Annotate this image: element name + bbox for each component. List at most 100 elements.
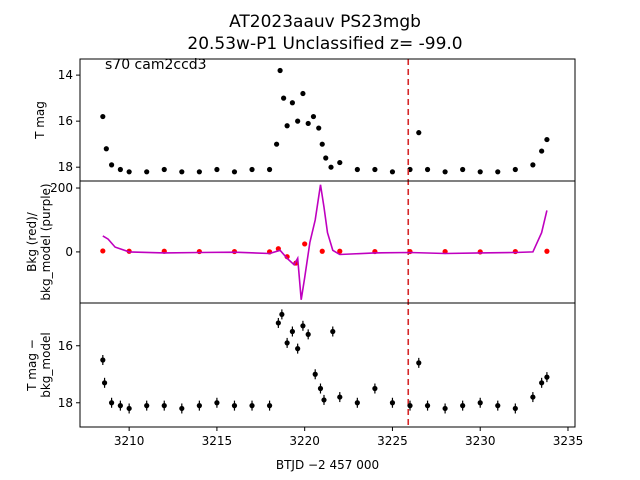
- chart-title-line2: 20.53w-P1 Unclassified z= -99.0: [187, 34, 462, 54]
- data-point: [305, 120, 311, 127]
- data-point: [407, 403, 413, 409]
- data-point: [161, 166, 167, 173]
- data-point: [101, 380, 108, 386]
- data-point: [275, 320, 281, 326]
- y-axis-label: T mag −: [25, 339, 39, 392]
- data-point: [161, 403, 167, 409]
- data-point: [389, 400, 396, 406]
- data-point: [495, 169, 501, 175]
- x-tick-label: 3220: [289, 434, 320, 448]
- y-tick-label: 16: [58, 339, 73, 353]
- data-point: [321, 397, 327, 403]
- data-point: [284, 123, 290, 129]
- y-axis-label: bkg_model (purple): [39, 183, 53, 300]
- x-axis-label: BTJD −2 457 000: [276, 458, 379, 472]
- data-point: [316, 125, 322, 131]
- data-point: [281, 95, 287, 101]
- y-axis-label: T mag: [33, 101, 47, 140]
- x-tick-label: 3230: [465, 434, 496, 448]
- data-point: [196, 403, 202, 409]
- data-point: [530, 162, 536, 168]
- bkg-point: [512, 248, 518, 255]
- data-point: [249, 403, 255, 409]
- chart-title-line1: AT2023aauv PS23mgb: [229, 12, 421, 32]
- data-point: [279, 311, 285, 318]
- data-point: [512, 166, 518, 173]
- data-point: [117, 166, 123, 173]
- x-tick-label: 3235: [553, 434, 584, 448]
- data-point: [108, 162, 115, 168]
- data-point: [372, 385, 378, 392]
- data-point: [100, 113, 106, 120]
- bkg-point: [337, 248, 343, 254]
- bkg-point: [544, 248, 550, 254]
- bkg-model-line: [102, 184, 548, 300]
- y-tick-label: 0: [65, 245, 73, 259]
- data-point: [266, 166, 273, 173]
- data-point: [300, 323, 306, 329]
- data-point: [323, 155, 329, 161]
- data-point: [354, 400, 360, 406]
- data-point: [477, 400, 483, 406]
- data-point: [310, 113, 317, 120]
- data-point: [317, 385, 324, 392]
- data-point: [196, 169, 202, 175]
- x-tick-label: 3225: [377, 434, 408, 448]
- data-point: [144, 169, 150, 175]
- x-tick-label: 3215: [202, 434, 233, 448]
- data-point: [460, 403, 466, 409]
- data-point: [354, 166, 360, 173]
- bkg-point: [100, 248, 106, 254]
- data-point: [277, 67, 283, 74]
- data-point: [477, 169, 483, 175]
- data-point: [424, 403, 431, 409]
- bkg-point: [196, 248, 202, 255]
- data-point: [126, 405, 132, 412]
- bkg-point: [407, 248, 413, 255]
- data-point: [214, 400, 220, 406]
- data-point: [231, 403, 238, 409]
- data-point: [179, 169, 185, 175]
- y-tick-label: 14: [58, 68, 73, 82]
- data-point: [289, 328, 295, 335]
- data-point: [103, 146, 109, 152]
- data-point: [300, 90, 306, 97]
- y-axis-label: bkg_model: [39, 332, 53, 398]
- panel-bottom: 16 18 3210 3215 3220 3225 3230 3235 BTJD −2 457 …: [25, 302, 584, 472]
- data-point: [530, 394, 536, 400]
- data-point: [266, 403, 273, 409]
- data-point: [249, 166, 255, 173]
- data-point: [337, 159, 343, 166]
- data-point: [442, 169, 448, 175]
- data-point: [416, 130, 422, 136]
- data-point: [319, 141, 325, 147]
- data-point: [416, 360, 422, 366]
- data-point: [495, 403, 501, 409]
- data-point: [126, 169, 132, 175]
- panel-frame: [79, 58, 576, 182]
- bkg-point: [319, 248, 325, 254]
- data-point: [442, 405, 448, 412]
- data-point: [231, 169, 238, 175]
- data-point: [295, 346, 301, 352]
- data-point: [179, 405, 185, 412]
- bkg-point: [302, 241, 308, 247]
- data-point: [328, 164, 334, 170]
- data-point: [214, 166, 220, 173]
- sector-camera-annotation: s70 cam2ccd3: [105, 57, 207, 73]
- data-point: [305, 331, 311, 337]
- data-point: [273, 141, 280, 147]
- panel-middle: 0 200 Bkg (red)/bkg_model (purple): [25, 180, 576, 304]
- y-tick-label: 16: [58, 114, 73, 128]
- x-tick-label: 3210: [114, 434, 145, 448]
- data-point: [330, 328, 336, 335]
- data-point: [544, 374, 550, 380]
- data-point: [544, 136, 550, 143]
- y-tick-label: 18: [58, 160, 73, 174]
- y-tick-label: 18: [58, 396, 73, 410]
- data-point: [372, 166, 378, 173]
- data-point: [284, 340, 290, 346]
- data-point: [100, 357, 106, 363]
- data-point: [539, 380, 545, 386]
